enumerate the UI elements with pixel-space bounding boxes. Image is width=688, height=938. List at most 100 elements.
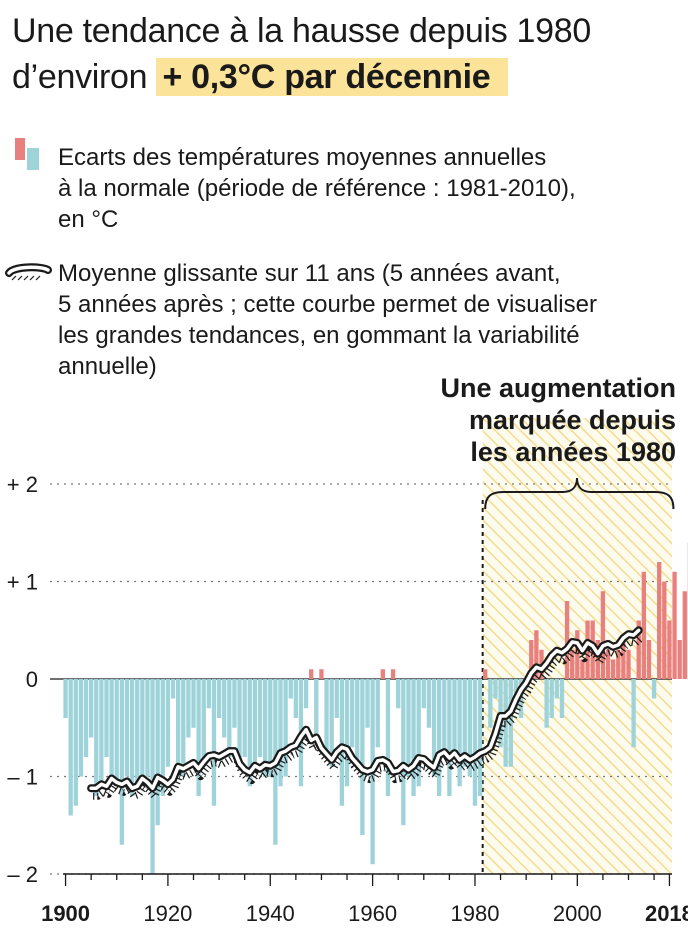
anomaly-bar xyxy=(396,679,401,709)
y-tick-label: 0 xyxy=(26,667,38,692)
anomaly-bar xyxy=(135,679,140,787)
anomaly-bar xyxy=(646,640,652,679)
anomaly-bar xyxy=(416,679,421,787)
annotation-line: Une augmentation xyxy=(440,373,676,403)
bar-legend-text: Ecarts des températures moyennes annuell… xyxy=(58,142,683,235)
anomaly-bar xyxy=(447,679,452,796)
anomaly-bar xyxy=(104,679,109,757)
anomaly-bar xyxy=(508,679,513,767)
curve-legend-line-3: les grandes tendances, en gommant la var… xyxy=(58,322,580,349)
anomaly-bar xyxy=(657,562,662,679)
anomaly-bar xyxy=(488,679,493,728)
anomaly-bar xyxy=(268,679,273,777)
title-prefix: d’environ xyxy=(12,58,148,96)
anomaly-bar xyxy=(247,679,252,787)
anomaly-bar xyxy=(662,581,667,679)
chart-title: Une tendance à la hausse depuis 1980 d’e… xyxy=(12,8,682,100)
anomaly-bar xyxy=(636,620,641,679)
anomaly-bar xyxy=(196,679,201,796)
anomaly-bar xyxy=(319,669,324,679)
anomaly-bar xyxy=(114,679,119,787)
anomaly-bar xyxy=(549,679,554,718)
anomaly-bar xyxy=(431,679,437,777)
anomaly-bar xyxy=(570,649,575,679)
moving-average-line xyxy=(89,628,641,790)
bar-legend-line-2: à la normale (période de référence : 198… xyxy=(58,175,576,202)
bar-legend-icon xyxy=(15,138,39,170)
curve-legend-line-1: Moyenne glissante sur 11 ans (5 années a… xyxy=(58,260,561,287)
annotation-line: marquée depuis xyxy=(469,405,676,435)
anomaly-bar xyxy=(181,679,186,777)
anomaly-bar xyxy=(124,679,130,777)
anomaly-bar xyxy=(360,679,365,835)
bar-legend-line-3: en °C xyxy=(58,206,119,233)
anomaly-bar xyxy=(677,640,682,679)
anomaly-bar xyxy=(232,679,237,728)
anomaly-bar xyxy=(303,679,309,709)
anomaly-bar xyxy=(63,679,68,718)
anomaly-bar xyxy=(252,679,258,767)
anomaly-bar xyxy=(262,679,268,777)
anomaly-bar xyxy=(355,679,360,767)
anomaly-bar xyxy=(365,679,370,728)
title-line-2: d’environ + 0,3°C par décennie xyxy=(12,54,682,100)
curve-legend-icon xyxy=(5,263,52,281)
anomaly-bar xyxy=(641,571,647,679)
curve-legend-hatch xyxy=(11,275,41,281)
x-tick-label: 1900 xyxy=(41,901,90,926)
anomaly-bar xyxy=(165,679,171,767)
anomaly-bar xyxy=(119,679,125,845)
anomaly-bar xyxy=(401,679,406,826)
x-tick-label: 1980 xyxy=(450,901,499,926)
anomaly-bar xyxy=(73,679,78,806)
anomaly-bar xyxy=(421,679,426,709)
anomaly-bar xyxy=(406,679,411,777)
anomaly-bar xyxy=(94,679,99,796)
anomaly-bar xyxy=(621,640,626,679)
anomaly-bar xyxy=(600,591,606,679)
anomaly-bar xyxy=(426,679,432,728)
anomaly-bar xyxy=(605,649,611,679)
y-tick-label: + 1 xyxy=(7,570,38,595)
anomaly-bar xyxy=(175,679,181,777)
anomaly-bar xyxy=(109,679,114,777)
anomaly-bar xyxy=(222,679,227,738)
anomaly-bar xyxy=(88,679,94,738)
anomaly-bar xyxy=(442,679,447,757)
bar-legend-line-1: Ecarts des températures moyennes annuell… xyxy=(58,144,547,171)
anomaly-bar xyxy=(616,649,621,679)
anomaly-bar xyxy=(580,659,585,679)
curve-legend-line-4: annuelle) xyxy=(58,353,157,380)
anomaly-bar xyxy=(380,669,386,679)
anomaly-bar xyxy=(201,679,206,767)
anomaly-bar xyxy=(278,679,283,787)
anomaly-bar xyxy=(452,679,457,757)
curve-legend-line-2: 5 années après ; cette courbe permet de … xyxy=(58,291,597,318)
anomaly-bar xyxy=(554,679,560,699)
anomaly-bar xyxy=(227,679,232,757)
anomaly-bar xyxy=(682,591,687,679)
curve-legend-core xyxy=(7,265,50,275)
anomaly-bar xyxy=(83,679,89,757)
anomaly-bar xyxy=(626,649,631,679)
y-tick-label: – 1 xyxy=(7,765,38,790)
anomaly-bar xyxy=(375,679,380,748)
anomaly-bar xyxy=(155,679,160,826)
anomaly-bar xyxy=(493,679,498,699)
x-tick-label: 2018 xyxy=(645,901,688,926)
anomaly-bar xyxy=(129,679,135,796)
anomaly-bar xyxy=(462,679,467,767)
anomaly-bar xyxy=(344,679,350,787)
anomaly-bar xyxy=(99,679,104,787)
anomaly-bar xyxy=(339,679,345,806)
annotation-line: les années 1980 xyxy=(470,437,676,467)
anomaly-bar xyxy=(529,640,534,679)
title-highlight: + 0,3°C par décennie xyxy=(156,58,509,96)
anomaly-bar xyxy=(564,601,570,679)
anomaly-bar xyxy=(457,679,462,787)
anomaly-bar xyxy=(544,679,549,728)
anomaly-bar xyxy=(314,679,319,738)
anomaly-bar xyxy=(467,679,473,777)
anomaly-bar xyxy=(186,679,191,738)
anomaly-bar xyxy=(503,679,508,767)
